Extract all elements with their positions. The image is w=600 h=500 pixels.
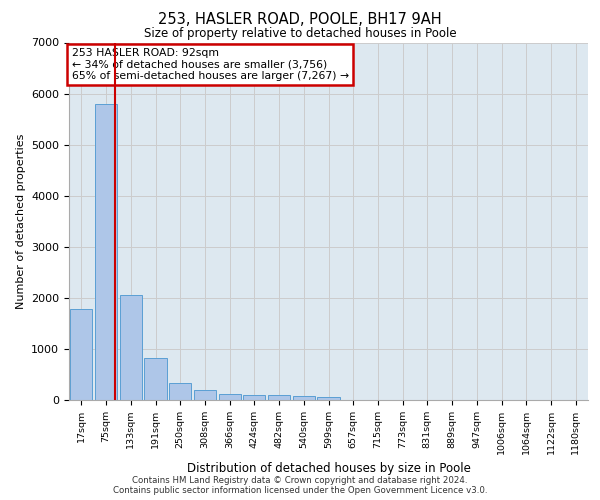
Bar — [119, 295, 142, 400]
Bar — [218, 394, 241, 400]
Bar — [70, 309, 92, 400]
Bar — [169, 382, 191, 400]
Y-axis label: Number of detached properties: Number of detached properties — [16, 134, 26, 309]
Bar — [293, 396, 315, 400]
Text: Contains HM Land Registry data © Crown copyright and database right 2024.
Contai: Contains HM Land Registry data © Crown c… — [113, 476, 487, 495]
Text: 253 HASLER ROAD: 92sqm
← 34% of detached houses are smaller (3,756)
65% of semi-: 253 HASLER ROAD: 92sqm ← 34% of detached… — [71, 48, 349, 81]
Bar — [145, 358, 167, 400]
Bar — [317, 397, 340, 400]
Bar — [268, 396, 290, 400]
Text: Size of property relative to detached houses in Poole: Size of property relative to detached ho… — [143, 28, 457, 40]
Text: 253, HASLER ROAD, POOLE, BH17 9AH: 253, HASLER ROAD, POOLE, BH17 9AH — [158, 12, 442, 28]
X-axis label: Distribution of detached houses by size in Poole: Distribution of detached houses by size … — [187, 462, 470, 475]
Bar — [95, 104, 117, 400]
Bar — [194, 390, 216, 400]
Bar — [243, 395, 265, 400]
